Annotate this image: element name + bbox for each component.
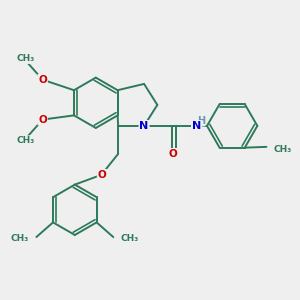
Text: O: O	[168, 149, 177, 159]
Text: CH₃: CH₃	[11, 234, 29, 243]
Text: O: O	[38, 115, 47, 124]
Text: CH₃: CH₃	[121, 234, 139, 243]
Text: CH₃: CH₃	[17, 54, 35, 63]
Text: N: N	[140, 121, 149, 131]
Text: H: H	[196, 116, 205, 126]
Text: CH₃: CH₃	[273, 145, 292, 154]
Text: N: N	[192, 121, 201, 131]
Text: O: O	[98, 170, 106, 180]
Text: O: O	[38, 75, 47, 85]
Text: CH₃: CH₃	[16, 136, 34, 145]
